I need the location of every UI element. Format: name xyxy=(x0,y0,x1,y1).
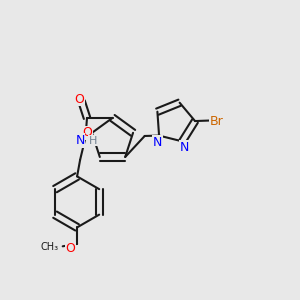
Text: N: N xyxy=(153,136,162,149)
Text: Br: Br xyxy=(210,116,224,128)
Text: O: O xyxy=(82,126,92,139)
Text: N: N xyxy=(75,134,85,147)
Text: N: N xyxy=(180,141,189,154)
Text: O: O xyxy=(66,242,75,256)
Text: CH₃: CH₃ xyxy=(41,242,59,252)
Text: O: O xyxy=(74,93,84,106)
Text: H: H xyxy=(89,136,97,146)
